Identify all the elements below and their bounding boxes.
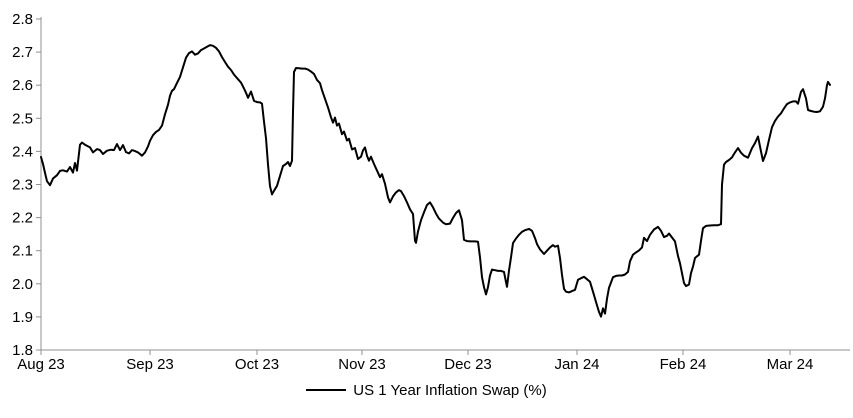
x-tick-label: Jan 24 <box>554 356 599 373</box>
y-tick-label: 2.2 <box>12 210 33 227</box>
y-tick-label: 2.4 <box>12 143 33 160</box>
x-tick-label: Feb 24 <box>660 356 707 373</box>
chart-legend: US 1 Year Inflation Swap (%) <box>0 381 853 399</box>
x-tick-label: Dec 23 <box>444 356 492 373</box>
y-tick-label: 2.1 <box>12 243 33 260</box>
y-tick-label: 1.9 <box>12 309 33 326</box>
y-tick-label: 2.6 <box>12 77 33 94</box>
x-tick-label: Oct 23 <box>235 356 279 373</box>
x-tick-label: Sep 23 <box>126 356 174 373</box>
x-tick-label: Mar 24 <box>767 356 814 373</box>
y-tick-label: 2.7 <box>12 44 33 61</box>
y-tick-label: 2.8 <box>12 11 33 28</box>
legend-line-swatch <box>306 389 347 391</box>
x-tick-label: Aug 23 <box>17 356 65 373</box>
series-line <box>40 44 831 318</box>
y-tick-label: 2.5 <box>12 110 33 127</box>
y-tick-label: 2.3 <box>12 177 33 194</box>
legend-label: US 1 Year Inflation Swap (%) <box>353 381 547 399</box>
y-tick-label: 2.0 <box>12 276 33 293</box>
y-tick-label: 1.8 <box>12 342 33 359</box>
x-tick-label: Nov 23 <box>338 356 386 373</box>
